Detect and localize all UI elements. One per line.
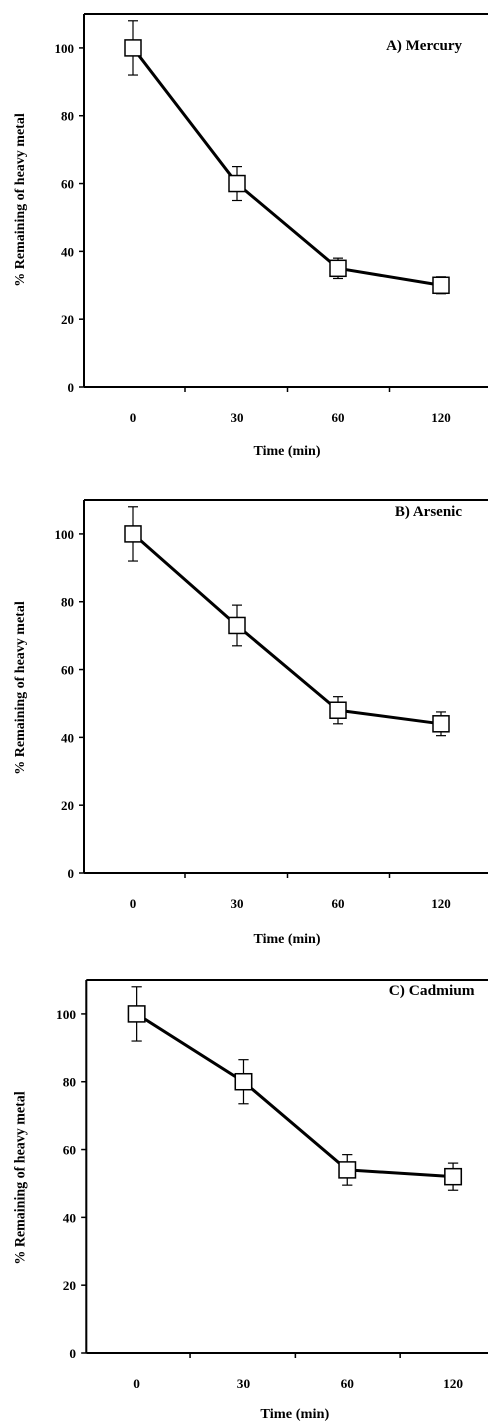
x-axis-label: Time (min) <box>260 1406 329 1422</box>
x-tick-label: 0 <box>130 896 137 911</box>
data-point-marker <box>228 616 246 635</box>
chart-panel-cadmium: C) Cadmium Time (min) % Remaining of hea… <box>0 948 488 1423</box>
y-tick-label: 20 <box>63 1278 77 1293</box>
data-point-marker <box>338 1161 357 1179</box>
chart-title: B) Arsenic <box>395 504 462 520</box>
y-axis-label: % Remaining of heavy metal <box>13 601 28 775</box>
chart-svg-cadmium: C) Cadmium Time (min) % Remaining of hea… <box>12 979 488 1422</box>
data-point-marker <box>329 259 347 278</box>
y-tick-label: 100 <box>55 41 75 56</box>
x-axis-label: Time (min) <box>253 932 320 947</box>
chart-title: C) Cadmium <box>389 982 475 999</box>
x-tick-label: 60 <box>332 410 345 425</box>
data-point-marker <box>329 701 347 719</box>
x-tick-label: 30 <box>231 410 244 425</box>
y-tick-label: 100 <box>55 527 75 542</box>
y-tick-label: 0 <box>69 1346 76 1361</box>
data-point-marker <box>228 174 246 193</box>
x-tick-label: 60 <box>341 1376 355 1391</box>
x-tick-label: 120 <box>443 1376 463 1391</box>
y-tick-label: 0 <box>68 866 75 881</box>
y-tick-label: 80 <box>61 109 74 124</box>
chart-title: A) Mercury <box>386 38 462 54</box>
chart-svg-mercury: A) Mercury Time (min) % Remaining of hea… <box>13 13 488 459</box>
data-point-marker <box>432 276 450 295</box>
x-tick-label: 30 <box>237 1376 251 1391</box>
data-point-marker <box>124 525 142 543</box>
data-point-marker <box>432 715 450 733</box>
series-line <box>135 1012 454 1179</box>
y-tick-label: 60 <box>61 177 74 192</box>
series-line <box>131 46 442 287</box>
data-point-marker <box>234 1072 253 1091</box>
data-point-marker <box>124 39 142 57</box>
y-tick-label: 100 <box>56 1007 76 1022</box>
x-tick-label: 0 <box>133 1376 140 1391</box>
y-tick-label: 40 <box>63 1211 77 1226</box>
chart-svg-arsenic: B) Arsenic Time (min) % Remaining of hea… <box>13 499 488 947</box>
data-point-marker <box>444 1167 463 1186</box>
y-tick-label: 20 <box>61 798 74 813</box>
series-line <box>132 532 442 726</box>
x-axis-label: Time (min) <box>253 444 320 459</box>
y-tick-label: 40 <box>61 244 74 259</box>
chart-panel-mercury: A) Mercury Time (min) % Remaining of hea… <box>0 0 488 475</box>
y-tick-label: 0 <box>68 380 75 395</box>
y-axis-label: % Remaining of heavy metal <box>13 113 28 287</box>
x-tick-label: 120 <box>431 410 451 425</box>
chart-panel-arsenic: B) Arsenic Time (min) % Remaining of hea… <box>0 478 488 953</box>
y-tick-label: 60 <box>61 663 74 678</box>
y-tick-label: 80 <box>61 595 74 610</box>
y-tick-label: 40 <box>61 730 74 745</box>
x-tick-label: 120 <box>431 896 451 911</box>
x-tick-label: 0 <box>130 410 137 425</box>
y-tick-label: 60 <box>63 1143 77 1158</box>
x-tick-label: 30 <box>231 896 244 911</box>
y-tick-label: 20 <box>61 312 74 327</box>
data-point-marker <box>127 1005 146 1023</box>
y-tick-label: 80 <box>63 1075 77 1090</box>
x-tick-label: 60 <box>332 896 345 911</box>
y-axis-label: % Remaining of heavy metal <box>12 1091 28 1264</box>
